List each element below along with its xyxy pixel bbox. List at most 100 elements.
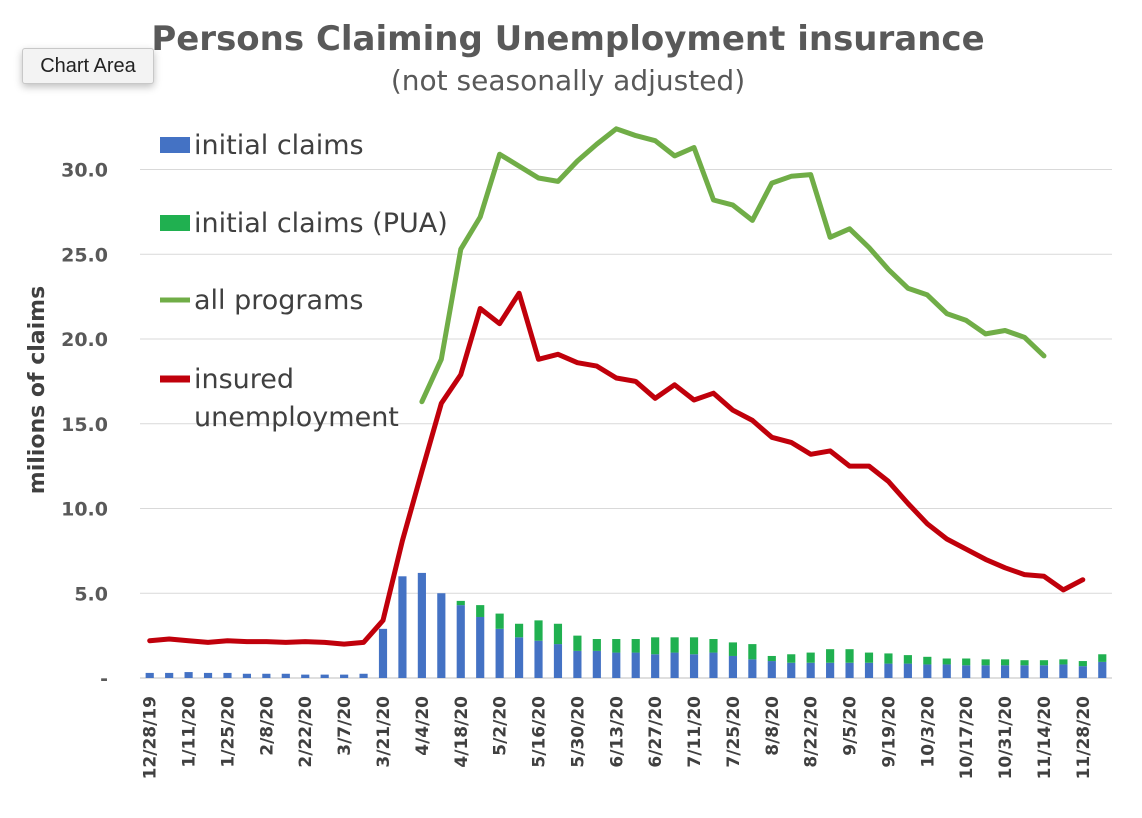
chart-area-tooltip: Chart Area <box>22 48 154 84</box>
bar-initial-claims-pua <box>456 600 465 606</box>
bar-initial-claims-pua <box>1039 660 1049 666</box>
bar-initial-claims-pua <box>864 652 874 663</box>
bar-initial-claims-pua <box>651 637 660 655</box>
x-tick-label: 3/7/20 <box>335 696 355 756</box>
bar-initial-claims <box>340 674 349 678</box>
bar-initial-claims <box>728 655 738 678</box>
bar-initial-claims <box>437 593 446 678</box>
x-tick-label: 8/8/20 <box>763 696 783 756</box>
x-tick-label: 5/2/20 <box>491 696 511 756</box>
legend: initial claims initial claims (PUA) all pr… <box>160 130 448 433</box>
bar-initial-claims-pua <box>1098 654 1107 662</box>
y-tick-label: 10.0 <box>61 499 108 521</box>
bar-initial-claims-pua <box>1020 660 1029 666</box>
series-lines <box>147 126 1086 647</box>
bar-initial-claims <box>573 650 582 678</box>
x-tick-label: 7/11/20 <box>685 696 705 768</box>
bar-initial-claims <box>689 654 699 678</box>
x-tick-label: 11/28/20 <box>1074 696 1094 780</box>
bar-initial-claims-pua <box>806 652 815 663</box>
x-tick-label: 2/8/20 <box>257 696 277 756</box>
bar-initial-claims <box>320 674 329 678</box>
x-axis-ticks: 12/28/19 1/11/20 1/25/20 2/8/20 2/22/20 3/7/2… <box>141 696 1094 780</box>
bar-initial-claims <box>826 662 835 678</box>
x-tick-label: 1/25/20 <box>218 696 238 768</box>
x-tick-label: 6/13/20 <box>607 696 627 768</box>
bar-initial-claims-pua <box>553 623 563 645</box>
legend-label: all programs <box>194 285 363 316</box>
bar-initial-claims <box>476 616 485 678</box>
bar-initial-claims-pua <box>670 637 679 653</box>
y-tick-label: 15.0 <box>61 414 108 436</box>
bar-initial-claims <box>1000 665 1010 678</box>
bar-initial-claims <box>553 644 563 678</box>
bar-initial-claims <box>748 659 757 678</box>
gridlines <box>140 169 1112 679</box>
x-tick-label: 4/4/20 <box>413 696 433 756</box>
bar-initial-claims <box>981 665 990 678</box>
bar-initial-claims-pua <box>981 659 990 666</box>
y-tick-label: 25.0 <box>61 244 108 266</box>
bar-initial-claims <box>378 628 388 678</box>
bar-initial-claims <box>612 652 621 678</box>
bar-initial-claims-pua <box>631 639 640 653</box>
bar-initial-claims <box>1039 665 1049 678</box>
x-tick-label: 5/30/20 <box>568 696 588 768</box>
y-tick-label: 30.0 <box>61 160 108 182</box>
legend-label: initial claims (PUA) <box>194 208 448 239</box>
bar-initial-claims <box>942 664 951 678</box>
chart-title: Persons Claiming Unemployment insurance <box>151 19 984 59</box>
bar-initial-claims <box>709 652 718 678</box>
x-tick-label: 10/3/20 <box>918 696 938 768</box>
bar-initial-claims <box>923 664 932 678</box>
bars <box>145 572 1107 678</box>
x-tick-label: 7/25/20 <box>724 696 744 768</box>
bar-initial-claims <box>962 665 971 678</box>
x-tick-label: 8/22/20 <box>802 696 822 768</box>
bar-initial-claims <box>884 663 893 678</box>
bar-initial-claims <box>592 650 601 678</box>
bar-initial-claims <box>242 673 252 678</box>
x-tick-label: 4/18/20 <box>452 696 472 768</box>
bar-initial-claims <box>495 628 504 678</box>
bar-initial-claims-pua <box>942 658 951 665</box>
bar-initial-claims <box>631 652 640 678</box>
bar-initial-claims-pua <box>962 658 971 666</box>
bar-initial-claims <box>670 652 679 678</box>
bar-initial-claims <box>203 672 213 678</box>
bar-initial-claims-pua <box>728 642 738 656</box>
x-tick-label: 10/17/20 <box>957 696 977 780</box>
bar-initial-claims <box>903 663 912 678</box>
bar-initial-claims <box>845 662 854 678</box>
bar-initial-claims <box>223 672 232 678</box>
bar-initial-claims <box>417 572 426 678</box>
x-tick-label: 11/14/20 <box>1035 696 1055 780</box>
line-insured-unemployment <box>147 290 1086 647</box>
legend-label: insured unemployment <box>194 364 399 433</box>
bar-initial-claims-pua <box>612 639 621 653</box>
bar-initial-claims <box>165 672 174 678</box>
bar-initial-claims-pua <box>1000 659 1010 666</box>
bar-initial-claims-pua <box>709 639 718 653</box>
y-axis-label: milions of claims <box>25 286 50 494</box>
bar-initial-claims <box>184 672 193 678</box>
bar-initial-claims-pua <box>845 649 854 663</box>
x-tick-label: 9/19/20 <box>879 696 899 768</box>
y-tick-label: - <box>100 668 108 690</box>
bar-initial-claims-pua <box>903 655 912 664</box>
bar-initial-claims-pua <box>495 613 504 629</box>
bar-initial-claims-pua <box>514 623 524 638</box>
bar-initial-claims <box>359 673 368 678</box>
bar-initial-claims <box>398 576 407 678</box>
bar-initial-claims-pua <box>884 653 893 664</box>
bar-initial-claims <box>787 662 796 678</box>
legend-label: initial claims <box>194 130 364 161</box>
bar-initial-claims-pua <box>476 605 485 617</box>
bar-initial-claims-pua <box>534 620 543 641</box>
bar-initial-claims <box>456 605 465 678</box>
bar-initial-claims <box>1020 665 1029 678</box>
line-all-programs <box>419 126 1047 405</box>
x-tick-label: 9/5/20 <box>841 696 861 756</box>
bar-initial-claims <box>1059 664 1068 678</box>
